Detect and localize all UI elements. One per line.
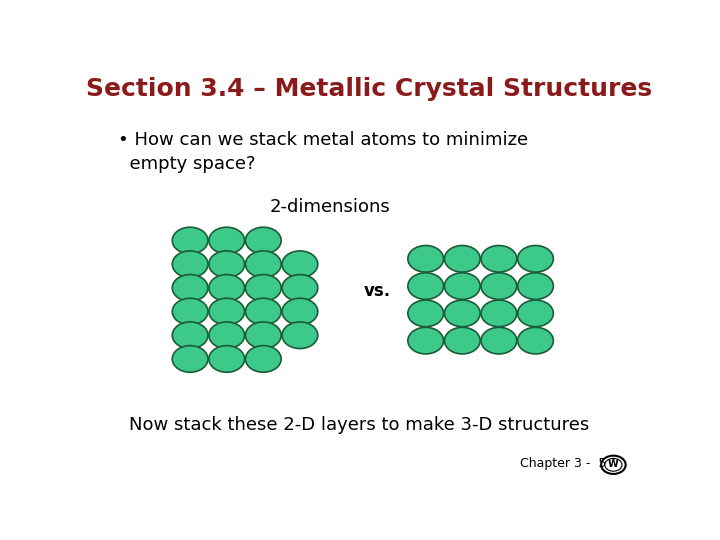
Circle shape xyxy=(481,300,517,327)
Circle shape xyxy=(209,251,245,278)
Circle shape xyxy=(172,227,208,254)
Circle shape xyxy=(246,227,282,254)
Text: Section 3.4 – Metallic Crystal Structures: Section 3.4 – Metallic Crystal Structure… xyxy=(86,77,652,102)
Circle shape xyxy=(408,246,444,272)
Circle shape xyxy=(209,298,245,325)
Circle shape xyxy=(172,298,208,325)
Circle shape xyxy=(246,251,282,278)
Circle shape xyxy=(481,327,517,354)
Text: Now stack these 2-D layers to make 3-D structures: Now stack these 2-D layers to make 3-D s… xyxy=(129,416,589,434)
Circle shape xyxy=(408,300,444,327)
Circle shape xyxy=(209,322,245,348)
Text: vs.: vs. xyxy=(364,282,391,300)
Text: Chapter 3 -  5: Chapter 3 - 5 xyxy=(520,457,606,470)
Circle shape xyxy=(481,246,517,272)
Circle shape xyxy=(209,227,245,254)
Circle shape xyxy=(282,322,318,348)
Circle shape xyxy=(444,273,480,299)
Circle shape xyxy=(246,298,282,325)
Circle shape xyxy=(518,246,554,272)
Circle shape xyxy=(518,300,554,327)
Circle shape xyxy=(444,300,480,327)
Circle shape xyxy=(172,346,208,372)
Circle shape xyxy=(246,274,282,301)
Circle shape xyxy=(444,246,480,272)
Circle shape xyxy=(282,251,318,278)
Circle shape xyxy=(172,322,208,348)
Circle shape xyxy=(172,251,208,278)
Circle shape xyxy=(408,273,444,299)
Circle shape xyxy=(246,346,282,372)
Circle shape xyxy=(209,346,245,372)
Circle shape xyxy=(518,273,554,299)
Circle shape xyxy=(246,322,282,348)
Text: W: W xyxy=(608,459,618,469)
Text: • How can we stack metal atoms to minimize
  empty space?: • How can we stack metal atoms to minimi… xyxy=(118,131,528,173)
Circle shape xyxy=(282,274,318,301)
Circle shape xyxy=(481,273,517,299)
Circle shape xyxy=(282,298,318,325)
Circle shape xyxy=(518,327,554,354)
Circle shape xyxy=(444,327,480,354)
Circle shape xyxy=(408,327,444,354)
Text: 2-dimensions: 2-dimensions xyxy=(269,198,390,216)
Circle shape xyxy=(172,274,208,301)
Circle shape xyxy=(209,274,245,301)
